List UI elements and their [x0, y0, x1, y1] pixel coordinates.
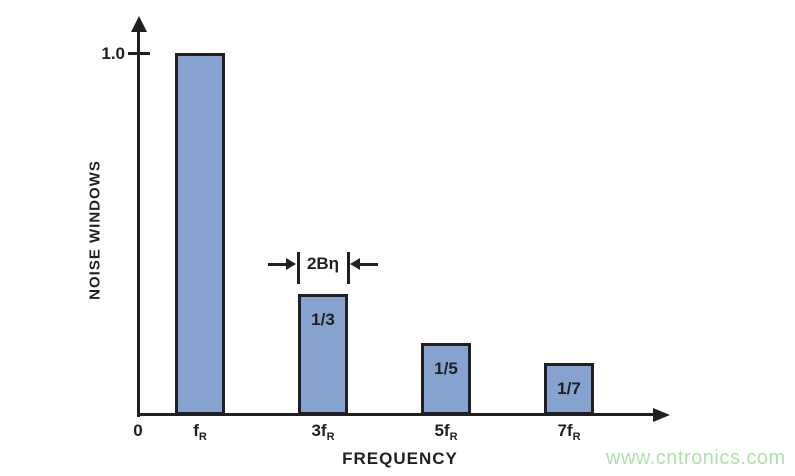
watermark-text: www.cntronics.com [606, 447, 786, 469]
x-axis-arrow-icon [653, 407, 670, 422]
x-tick-label-fR: fR [193, 421, 207, 443]
y-axis-line [137, 30, 140, 417]
annotation-right-arrow-shaft [358, 263, 378, 266]
annotation-right-tick [346, 252, 350, 284]
x-tick-label-7fR: 7fR [557, 421, 581, 443]
bar-value-label-3fR: 1/3 [311, 310, 335, 329]
x-origin-label: 0 [133, 421, 143, 440]
bar-7fR: 1/7 [544, 363, 594, 415]
x-tick-label-3fR: 3fR [311, 421, 335, 443]
annotation-left-arrow-shaft [268, 263, 288, 266]
bar-fR [175, 53, 225, 415]
annotation-left-tick [296, 252, 300, 284]
annotation-label: 2Bη [306, 254, 340, 273]
y-axis-title: NOISE WINDOWS [86, 160, 104, 300]
annotation-left-arrow-icon [286, 258, 296, 270]
x-axis-line [137, 413, 653, 416]
bar-value-label-7fR: 1/7 [557, 379, 581, 398]
x-tick-label-5fR: 5fR [434, 421, 458, 443]
bar-value-label-5fR: 1/5 [434, 359, 458, 378]
x-axis-title: FREQUENCY [342, 449, 458, 468]
bar-3fR: 1/3 [298, 294, 348, 415]
annotation-right-arrow-icon [350, 258, 360, 270]
bar-5fR: 1/5 [421, 343, 471, 415]
y-axis-arrow-icon [130, 16, 147, 32]
y-tick-1.0 [128, 52, 150, 55]
y-tick-label: 1.0 [101, 44, 125, 63]
